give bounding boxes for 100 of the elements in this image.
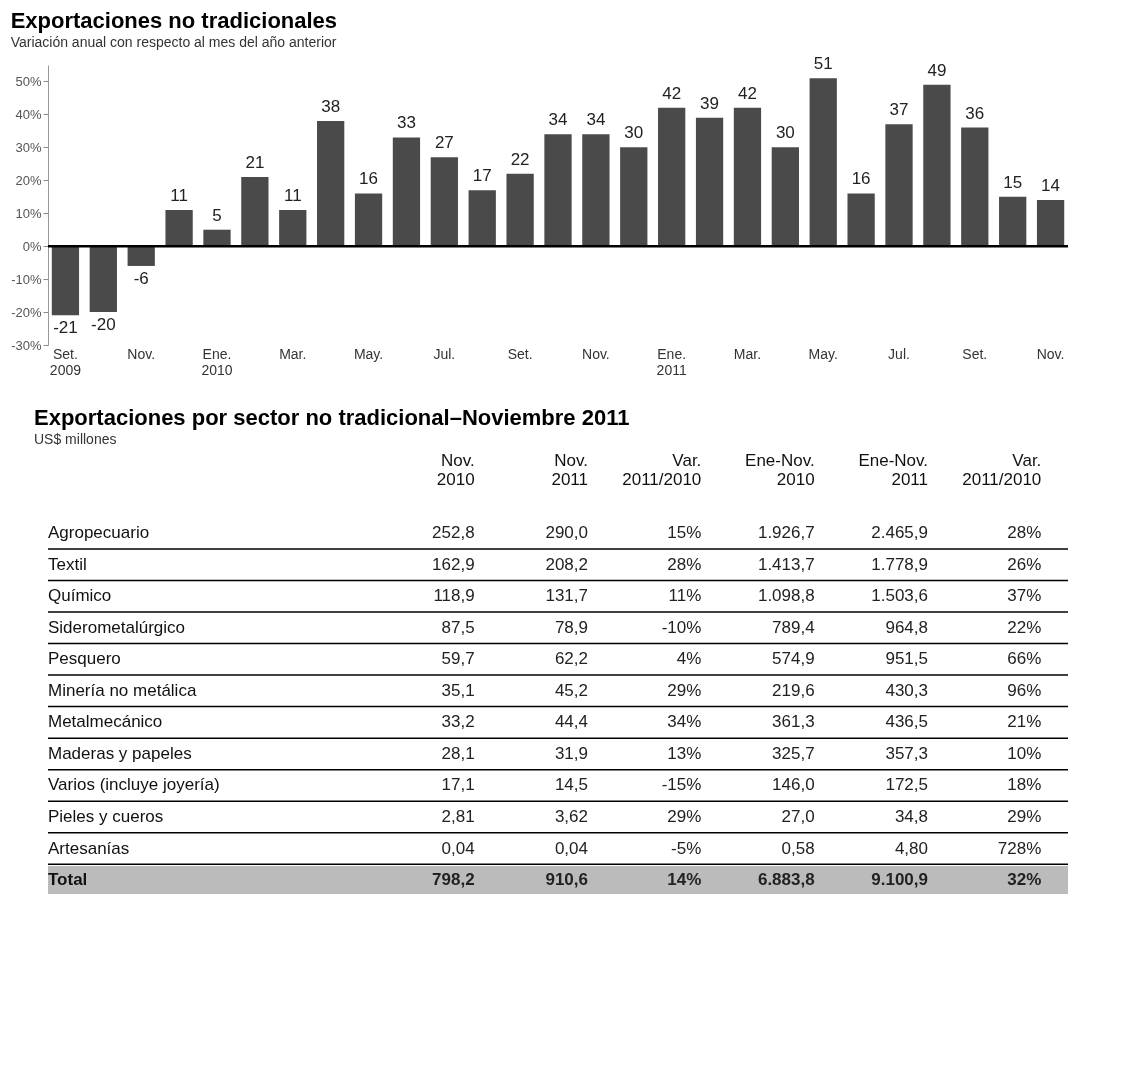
bar xyxy=(468,190,496,247)
text: 1.098,8 xyxy=(757,586,815,606)
data-label: 42 xyxy=(662,83,682,103)
text: 4% xyxy=(676,649,702,669)
text: 0,04 xyxy=(554,838,588,858)
text: 35,1 xyxy=(441,680,475,700)
data-label: 33 xyxy=(396,113,416,133)
bar xyxy=(89,246,117,313)
x-tick-label: Ene. 2010 xyxy=(201,345,233,378)
x-tick-label: Jul. xyxy=(433,345,456,362)
category-label: Maderas y papeles xyxy=(48,743,192,763)
data-label: -21 xyxy=(53,318,78,338)
text: 13% xyxy=(667,743,702,763)
bar xyxy=(317,121,345,247)
y-tick-label: -10% xyxy=(11,271,42,287)
data-label: 37 xyxy=(889,100,909,120)
text: 32% xyxy=(1007,870,1042,890)
data-label: 27 xyxy=(434,133,454,153)
data-label: 11 xyxy=(170,185,188,205)
text: Exportaciones por sector no tradicional–Noviembre 2011 xyxy=(34,405,630,431)
y-tick-label: 20% xyxy=(15,172,42,188)
x-tick-label: Nov. xyxy=(127,345,156,362)
data-label: 51 xyxy=(813,54,833,74)
data-label: 38 xyxy=(321,97,341,116)
category-label: Químico xyxy=(48,586,112,606)
category-label: Ene-Nov. 2011 xyxy=(858,451,928,490)
x-tick-label: Nov. xyxy=(582,345,610,362)
category-label: Nov. 2010 xyxy=(436,451,475,490)
text: 34% xyxy=(667,712,702,732)
bar xyxy=(582,134,610,247)
bar xyxy=(658,107,686,247)
text: -10% xyxy=(661,617,702,637)
x-tick-label: May. xyxy=(808,345,838,362)
data-label: 39 xyxy=(700,93,720,113)
y-tick-label: -20% xyxy=(11,304,42,320)
text: -5% xyxy=(671,838,702,858)
text: 62,2 xyxy=(554,649,588,669)
data-label: 36 xyxy=(965,103,985,123)
text: 118,9 xyxy=(433,586,475,606)
text: 252,8 xyxy=(432,523,475,543)
text: 28% xyxy=(1007,523,1042,543)
data-label: 34 xyxy=(548,110,568,130)
x-tick-label: Mar. xyxy=(733,345,762,362)
y-tick-label: 10% xyxy=(15,205,42,221)
category-label: Agropecuario xyxy=(48,523,150,543)
text: 4,80 xyxy=(894,838,928,858)
text: 131,7 xyxy=(545,586,588,606)
x-tick-label: Set. xyxy=(962,345,988,362)
bar xyxy=(809,78,837,247)
text: 290,0 xyxy=(545,523,588,543)
text: 574,9 xyxy=(772,649,815,669)
text: 728% xyxy=(997,838,1042,858)
text: 789,4 xyxy=(772,617,815,637)
text: 31,9 xyxy=(554,743,588,763)
y-tick-label: 40% xyxy=(15,106,42,122)
text: 33,2 xyxy=(441,712,475,732)
text: 34,8 xyxy=(894,806,928,826)
bar xyxy=(241,177,269,247)
data-label: -6 xyxy=(133,268,149,288)
bar xyxy=(354,193,383,247)
x-tick-label: Ene. 2011 xyxy=(656,345,687,378)
text: 44,4 xyxy=(554,712,588,732)
bar xyxy=(506,173,534,247)
data-label: 16 xyxy=(359,169,379,189)
text: 357,3 xyxy=(885,743,928,763)
text: 9.100,9 xyxy=(871,870,928,890)
text: 1.926,7 xyxy=(757,523,815,543)
text: 3,62 xyxy=(554,806,588,826)
data-label: 22 xyxy=(510,149,530,169)
text: 436,5 xyxy=(885,712,928,732)
text: 18% xyxy=(1007,775,1042,795)
text: 325,7 xyxy=(772,743,815,763)
category-label: Artesanías xyxy=(48,838,130,858)
bar xyxy=(392,137,421,247)
category-label: Nov. 2011 xyxy=(551,451,588,490)
x-tick-label: Jul. xyxy=(888,345,910,362)
category-label: Textil xyxy=(48,554,87,574)
text: 6.883,8 xyxy=(757,870,815,890)
text: 10% xyxy=(1007,743,1042,763)
bar xyxy=(51,246,80,316)
bar xyxy=(733,107,762,247)
bar xyxy=(999,196,1027,247)
bar xyxy=(695,117,724,247)
data-label: 49 xyxy=(927,60,947,80)
y-tick-label: 0% xyxy=(22,238,42,254)
text: 11% xyxy=(668,586,702,606)
x-tick-label: Set. 2009 xyxy=(49,345,82,378)
category-label: Metalmecánico xyxy=(48,712,163,732)
data-label: 30 xyxy=(775,123,795,143)
text: 59,7 xyxy=(441,649,475,669)
text: 172,5 xyxy=(885,775,928,795)
text: 162,9 xyxy=(432,554,475,574)
y-tick-label: -30% xyxy=(11,337,42,353)
bar xyxy=(961,127,989,247)
bar xyxy=(279,209,307,247)
text: 219,6 xyxy=(772,680,815,700)
data-label: 16 xyxy=(851,169,871,189)
data-label: 17 xyxy=(472,166,492,186)
text: 29% xyxy=(667,680,702,700)
category-label: Total xyxy=(48,870,88,890)
